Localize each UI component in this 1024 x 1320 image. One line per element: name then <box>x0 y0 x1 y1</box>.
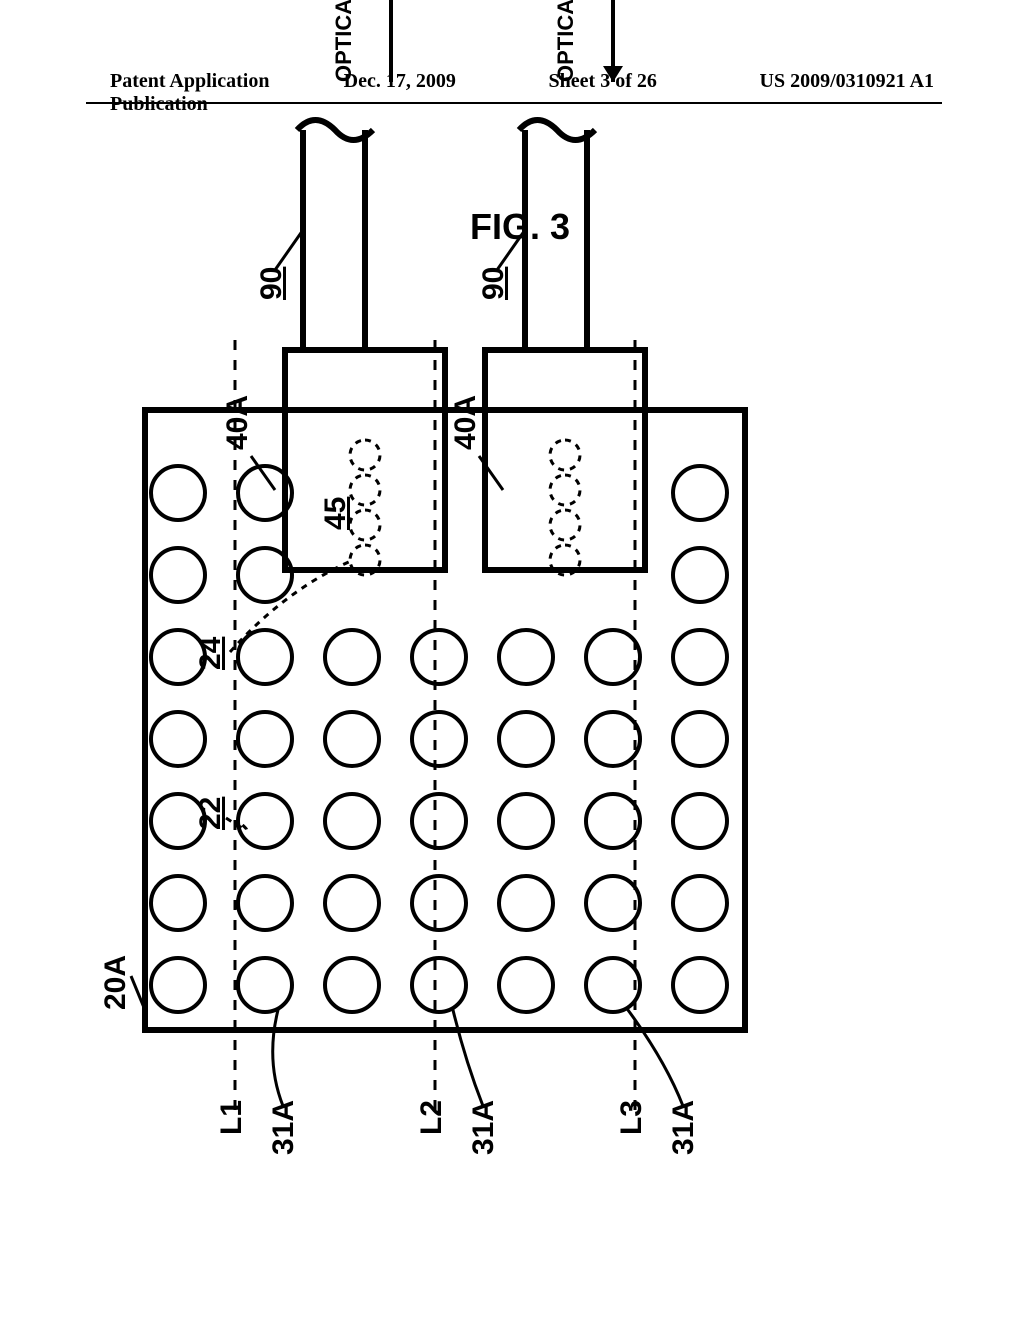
line-label: L3 <box>615 1100 648 1135</box>
line-label: L1 <box>215 1100 248 1135</box>
ref-24: 24 <box>194 636 227 670</box>
figure-diagram: 452490OPTICAL SIGNAL90OPTICAL SIGNAL40A4… <box>25 290 1024 1090</box>
line-label: L2 <box>415 1100 448 1135</box>
ref-90: 90 <box>477 267 510 300</box>
ref-40A: 40A <box>449 395 482 450</box>
ref-40A: 40A <box>221 395 254 450</box>
ref-45: 45 <box>319 497 352 530</box>
figure-svg: 452490OPTICAL SIGNAL90OPTICAL SIGNAL40A4… <box>25 90 825 1090</box>
ref-20A: 20A <box>99 955 132 1010</box>
ref-22: 22 <box>194 797 227 830</box>
ref-31A: 31A <box>267 1100 300 1155</box>
ref-31A: 31A <box>467 1100 500 1155</box>
ref-90: 90 <box>255 267 288 300</box>
optical-signal-label: OPTICAL SIGNAL <box>331 0 356 82</box>
optical-signal-label: OPTICAL SIGNAL <box>553 0 578 82</box>
page: Patent Application Publication Dec. 17, … <box>0 0 1024 1320</box>
ref-31A: 31A <box>667 1100 700 1155</box>
